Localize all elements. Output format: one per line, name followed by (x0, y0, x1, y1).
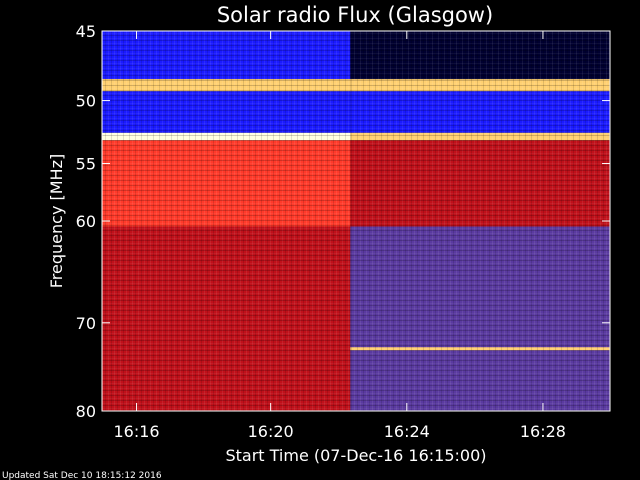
y-tick-label-4: 70 (76, 314, 96, 333)
x-tick-label-0: 16:16 (113, 422, 159, 441)
x-axis-ticks: 16:16 16:20 16:24 16:28 (113, 31, 566, 441)
spectrogram-texture-horizontal (102, 31, 610, 411)
y-axis-ticks: 45 50 55 60 70 80 (76, 22, 610, 421)
x-tick-label-2: 16:24 (384, 422, 430, 441)
spectrogram-plot-area: 16:16 16:20 16:24 16:28 45 50 55 60 70 80 (76, 22, 611, 441)
y-tick-label-1: 50 (76, 92, 96, 111)
chart-title: Solar radio Flux (Glasgow) (217, 3, 493, 27)
x-tick-label-3: 16:28 (520, 422, 566, 441)
x-tick-label-1: 16:20 (248, 422, 294, 441)
y-tick-label-2: 55 (76, 155, 96, 174)
y-tick-label-3: 60 (76, 212, 96, 231)
y-tick-label-5: 80 (76, 402, 96, 421)
updated-timestamp: Updated Sat Dec 10 18:15:12 2016 (2, 471, 162, 480)
y-axis-label: Frequency [MHz] (47, 154, 66, 288)
y-tick-label-0: 45 (76, 22, 96, 41)
x-axis-label: Start Time (07-Dec-16 16:15:00) (225, 446, 486, 465)
